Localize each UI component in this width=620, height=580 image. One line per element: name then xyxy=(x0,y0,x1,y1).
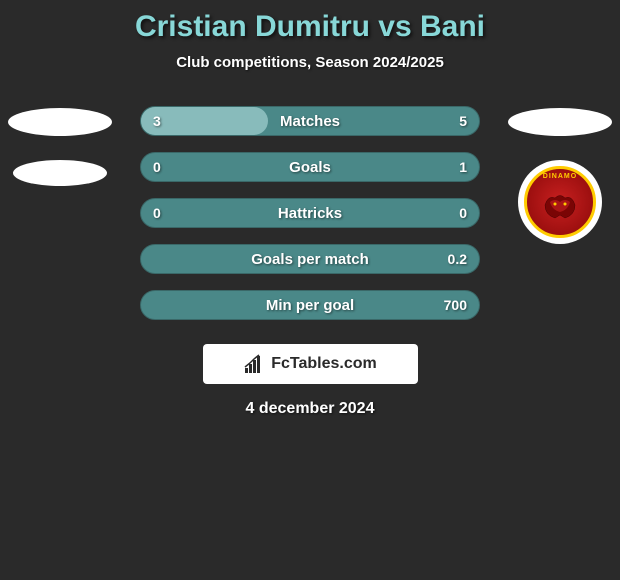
bar-label: Hattricks xyxy=(278,205,342,222)
bar-value-right: 1 xyxy=(459,159,467,175)
bar-value-left: 0 xyxy=(153,159,161,175)
comparison-container: Cristian Dumitru vs Bani Club competitio… xyxy=(0,0,620,428)
club-name-text: DINAMO xyxy=(543,173,577,180)
stat-bar: 0 Hattricks 0 xyxy=(140,198,480,228)
placeholder-ellipse-icon xyxy=(8,108,112,136)
left-player-badges xyxy=(8,106,112,186)
bar-value-right: 5 xyxy=(459,113,467,129)
placeholder-ellipse-icon xyxy=(508,108,612,136)
club-badge-right: DINAMO xyxy=(518,160,602,244)
stat-bar: 0 Goals 1 xyxy=(140,152,480,182)
stat-bar: Min per goal 700 xyxy=(140,290,480,320)
page-title: Cristian Dumitru vs Bani xyxy=(135,10,485,44)
club-badge-inner: DINAMO xyxy=(524,166,596,238)
date-text: 4 december 2024 xyxy=(246,400,375,418)
bar-value-left: 3 xyxy=(153,113,161,129)
bar-label: Matches xyxy=(280,113,340,130)
bar-value-right: 0 xyxy=(459,205,467,221)
footer-brand[interactable]: FcTables.com xyxy=(203,344,418,384)
chart-icon xyxy=(243,354,265,374)
footer-text: FcTables.com xyxy=(271,355,377,373)
stat-bar: Goals per match 0.2 xyxy=(140,244,480,274)
stat-bar: 3 Matches 5 xyxy=(140,106,480,136)
bar-value-right: 0.2 xyxy=(448,251,467,267)
bar-value-right: 700 xyxy=(444,297,467,313)
bar-label: Min per goal xyxy=(266,297,354,314)
bar-label: Goals xyxy=(289,159,331,176)
bar-value-left: 0 xyxy=(153,205,161,221)
bars-area: 3 Matches 5 0 Goals 1 0 Hattricks 0 Goals per mat… xyxy=(0,106,620,320)
placeholder-ellipse-icon xyxy=(13,160,107,186)
bar-label: Goals per match xyxy=(251,251,369,268)
wolf-icon xyxy=(540,190,580,220)
right-player-badges: DINAMO xyxy=(508,106,612,244)
subtitle: Club competitions, Season 2024/2025 xyxy=(176,54,444,71)
bars-column: 3 Matches 5 0 Goals 1 0 Hattricks 0 Goals per mat… xyxy=(140,106,480,320)
